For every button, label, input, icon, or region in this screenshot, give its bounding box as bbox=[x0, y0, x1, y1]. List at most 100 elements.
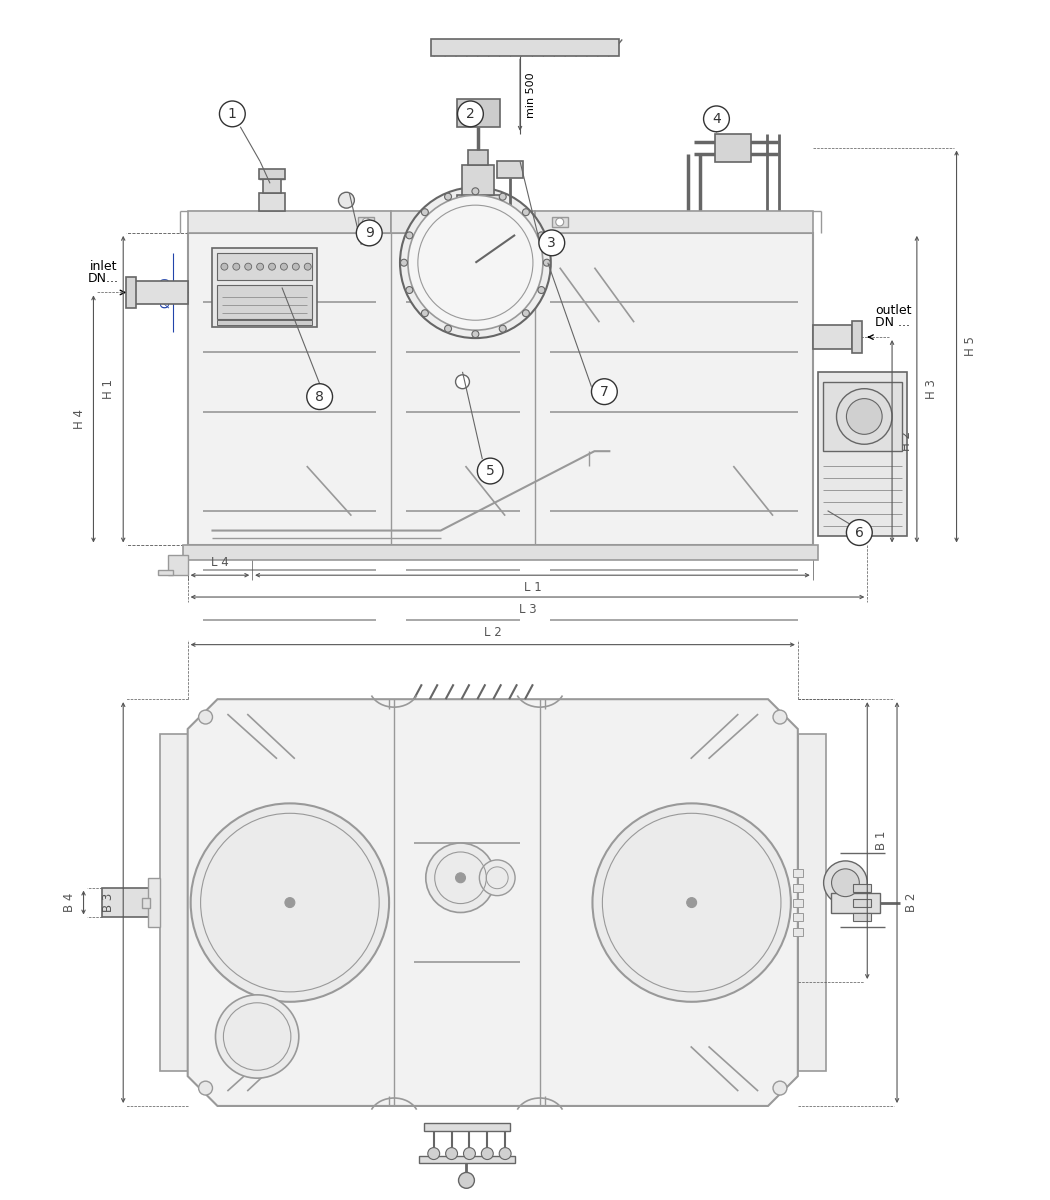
Text: H 2: H 2 bbox=[900, 431, 914, 451]
Circle shape bbox=[307, 384, 333, 409]
Circle shape bbox=[837, 389, 892, 444]
Polygon shape bbox=[188, 700, 798, 1106]
Bar bbox=[391, 211, 534, 233]
Bar bbox=[462, 166, 495, 196]
Circle shape bbox=[256, 263, 264, 270]
Circle shape bbox=[198, 710, 212, 724]
Bar bbox=[424, 1123, 510, 1130]
Circle shape bbox=[198, 1081, 212, 1096]
Circle shape bbox=[773, 710, 786, 724]
Bar bbox=[831, 893, 880, 912]
Text: min 500: min 500 bbox=[526, 72, 536, 118]
Bar bbox=[854, 883, 872, 892]
Text: DN...: DN... bbox=[88, 271, 119, 284]
Circle shape bbox=[523, 209, 529, 216]
Bar bbox=[798, 734, 825, 1072]
Bar bbox=[188, 211, 391, 233]
Bar bbox=[188, 233, 813, 546]
Bar bbox=[853, 322, 862, 353]
Text: L 1: L 1 bbox=[524, 581, 542, 594]
Bar bbox=[142, 898, 150, 907]
Circle shape bbox=[406, 232, 413, 239]
Bar bbox=[264, 179, 281, 193]
Circle shape bbox=[499, 325, 506, 332]
Text: 4: 4 bbox=[712, 112, 721, 126]
Bar bbox=[168, 556, 188, 575]
Bar bbox=[217, 284, 312, 319]
Circle shape bbox=[471, 331, 479, 337]
Bar bbox=[715, 133, 751, 162]
Bar bbox=[160, 734, 188, 1072]
Text: DN ...: DN ... bbox=[876, 316, 910, 329]
Text: 6: 6 bbox=[855, 526, 864, 540]
Bar bbox=[217, 253, 312, 280]
Circle shape bbox=[285, 898, 295, 907]
Text: 5: 5 bbox=[486, 464, 495, 478]
Bar bbox=[818, 372, 907, 535]
Bar bbox=[793, 869, 803, 877]
Bar bbox=[854, 913, 872, 922]
Text: H 4: H 4 bbox=[72, 409, 85, 428]
Bar bbox=[259, 193, 285, 211]
Circle shape bbox=[408, 196, 543, 330]
Bar bbox=[793, 929, 803, 936]
Circle shape bbox=[832, 869, 859, 896]
Bar bbox=[419, 1156, 516, 1164]
Text: H 5: H 5 bbox=[965, 336, 978, 356]
Circle shape bbox=[471, 187, 479, 194]
Circle shape bbox=[456, 872, 465, 883]
Text: outlet: outlet bbox=[876, 305, 911, 317]
Text: 2: 2 bbox=[466, 107, 475, 121]
Text: 1: 1 bbox=[228, 107, 237, 121]
Circle shape bbox=[426, 844, 496, 912]
Text: B 1: B 1 bbox=[876, 830, 888, 851]
Bar bbox=[468, 150, 488, 166]
Bar bbox=[854, 899, 872, 906]
Bar bbox=[217, 320, 312, 325]
Circle shape bbox=[543, 259, 550, 266]
Circle shape bbox=[421, 310, 428, 317]
Circle shape bbox=[538, 287, 545, 294]
Bar bbox=[148, 877, 160, 928]
Bar bbox=[183, 546, 818, 560]
Circle shape bbox=[704, 106, 730, 132]
Circle shape bbox=[523, 310, 529, 317]
Text: 7: 7 bbox=[600, 385, 609, 398]
Circle shape bbox=[463, 1147, 476, 1159]
Bar bbox=[103, 888, 160, 918]
Circle shape bbox=[592, 803, 791, 1002]
Circle shape bbox=[591, 379, 617, 404]
Bar bbox=[212, 248, 317, 328]
Circle shape bbox=[478, 458, 503, 484]
Text: H 3: H 3 bbox=[925, 379, 938, 400]
Circle shape bbox=[846, 520, 873, 546]
Bar bbox=[793, 883, 803, 892]
Bar bbox=[552, 217, 568, 227]
Bar bbox=[430, 40, 620, 56]
Circle shape bbox=[421, 209, 428, 216]
Circle shape bbox=[292, 263, 299, 270]
Bar bbox=[158, 570, 173, 575]
Circle shape bbox=[219, 101, 246, 127]
Circle shape bbox=[269, 263, 275, 270]
Circle shape bbox=[459, 1172, 475, 1188]
Circle shape bbox=[280, 263, 288, 270]
Circle shape bbox=[245, 263, 252, 270]
Bar bbox=[259, 169, 285, 179]
Circle shape bbox=[823, 860, 867, 905]
Text: B 4: B 4 bbox=[63, 893, 76, 912]
Text: H 1: H 1 bbox=[102, 379, 116, 400]
Circle shape bbox=[846, 398, 882, 434]
Circle shape bbox=[499, 193, 506, 200]
Text: L 3: L 3 bbox=[519, 602, 537, 616]
Circle shape bbox=[220, 263, 228, 270]
Text: B 3: B 3 bbox=[102, 893, 116, 912]
Circle shape bbox=[356, 220, 382, 246]
Circle shape bbox=[362, 218, 371, 226]
Circle shape bbox=[215, 995, 299, 1078]
Bar bbox=[498, 161, 523, 179]
Text: L 4: L 4 bbox=[211, 557, 229, 569]
Circle shape bbox=[458, 101, 483, 127]
Bar bbox=[133, 281, 188, 305]
Circle shape bbox=[400, 259, 407, 266]
